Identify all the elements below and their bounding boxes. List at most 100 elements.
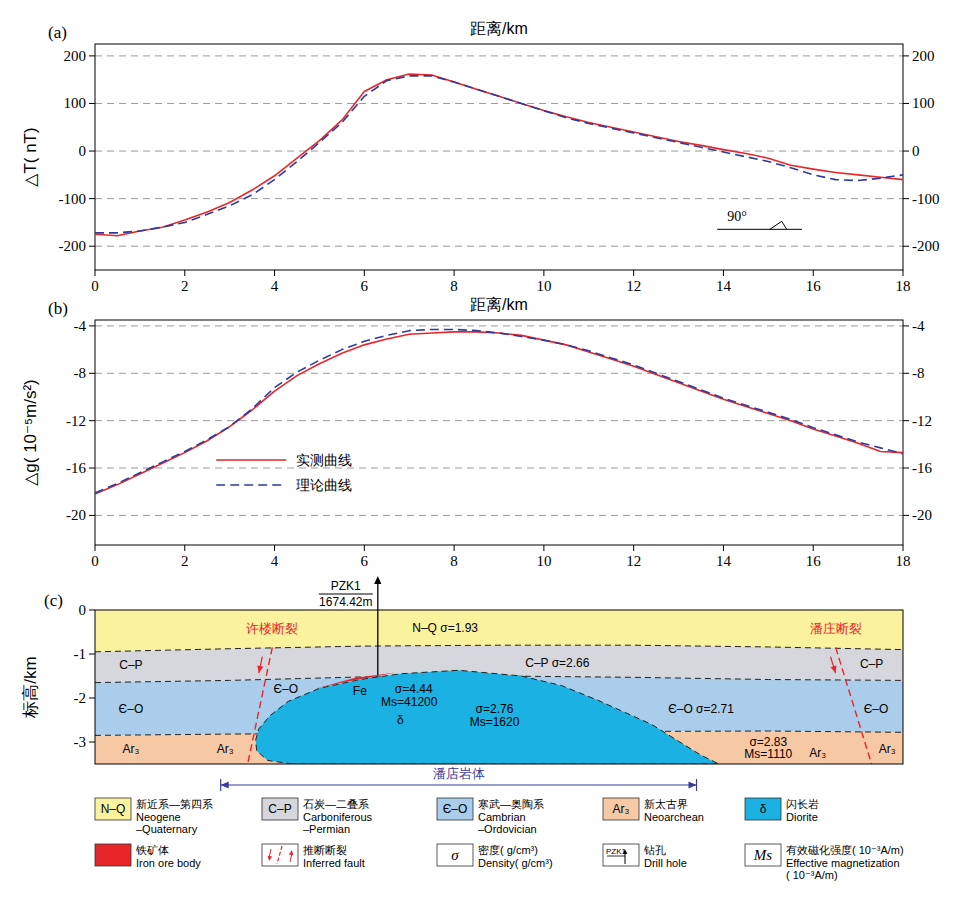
y-tick-label: 100 bbox=[912, 95, 935, 111]
grid-line bbox=[95, 198, 903, 199]
y-tick-label: -1 bbox=[74, 646, 87, 662]
key: N–Q新近系—第四系Neogene–QuaternaryC–P石炭—二叠系Car… bbox=[95, 798, 904, 881]
x-tick bbox=[364, 270, 365, 276]
y-axis-title: △g( 10⁻⁵m/s²) bbox=[21, 379, 40, 486]
fault-arrow bbox=[831, 657, 836, 673]
key-fault-arrow-head bbox=[289, 850, 293, 855]
key-symbol-text: C–P bbox=[268, 802, 291, 816]
key-label-en: Neogene bbox=[136, 811, 181, 823]
x-tick-label: 6 bbox=[361, 553, 369, 569]
legend-swatch bbox=[216, 459, 286, 461]
y-tick bbox=[89, 373, 95, 374]
series-group bbox=[95, 329, 903, 494]
y-tick-label: 200 bbox=[912, 48, 935, 64]
series-line bbox=[95, 329, 903, 492]
fault-line bbox=[248, 647, 273, 764]
y-tick bbox=[89, 654, 95, 655]
x-tick-label: 10 bbox=[536, 278, 551, 294]
key-label-en: ( 10⁻³A/m) bbox=[786, 869, 838, 881]
y-tick-label: -16 bbox=[912, 460, 932, 476]
x-tick-label: 2 bbox=[181, 278, 189, 294]
annotation-symbol bbox=[770, 221, 787, 229]
fault-label: 潘庄断裂 bbox=[810, 621, 862, 636]
x-tick bbox=[723, 545, 724, 551]
section-label: Ar₃ bbox=[217, 742, 234, 756]
x-tick bbox=[813, 270, 814, 276]
key-symbol-text: σ bbox=[451, 847, 459, 863]
x-tick-label: 16 bbox=[806, 278, 822, 294]
drill-name: PZK1 bbox=[331, 579, 361, 593]
key-symbol bbox=[745, 844, 781, 866]
panel-letter: (c) bbox=[44, 591, 63, 610]
grid-line bbox=[95, 246, 903, 247]
legend-swatch bbox=[216, 484, 286, 486]
section-label: Ms=1620 bbox=[470, 715, 520, 729]
x-tick bbox=[454, 270, 455, 276]
key-label-en: Cambrian bbox=[478, 811, 526, 823]
y-tick bbox=[903, 246, 909, 247]
key-symbol bbox=[95, 798, 131, 820]
grid-line bbox=[95, 468, 903, 469]
y-axis-title: △T( nT) bbox=[21, 127, 40, 186]
section-label: Є–O bbox=[273, 682, 298, 696]
key-label-en: Inferred fault bbox=[303, 857, 365, 869]
section-label: Є–O σ=2.71 bbox=[668, 702, 734, 716]
key-label-en: Diorite bbox=[786, 811, 818, 823]
section-label: Є–O bbox=[864, 702, 889, 716]
key-label-zh: 闪长岩 bbox=[786, 798, 819, 810]
y-tick bbox=[89, 55, 95, 56]
x-tick-label: 18 bbox=[896, 278, 911, 294]
y-tick bbox=[89, 420, 95, 421]
y-tick bbox=[89, 103, 95, 104]
key-item: Є–O寒武—奥陶系Cambrian–Ordovician bbox=[437, 798, 544, 835]
key-symbol-text: Ar₃ bbox=[613, 802, 630, 816]
pluton-extent bbox=[221, 784, 697, 785]
x-tick bbox=[543, 270, 544, 276]
x-tick-label: 8 bbox=[450, 278, 458, 294]
key-label-zh: 钻孔 bbox=[643, 844, 666, 856]
grid-line bbox=[95, 515, 903, 516]
y-tick-label: -12 bbox=[66, 413, 86, 429]
drill-arrow bbox=[374, 576, 381, 584]
y-tick bbox=[89, 515, 95, 516]
x-tick bbox=[95, 545, 96, 551]
x-tick bbox=[633, 545, 634, 551]
key-symbol bbox=[262, 798, 298, 820]
y-tick-label: -16 bbox=[66, 460, 86, 476]
series-line bbox=[95, 76, 903, 233]
pluton-arrow bbox=[221, 781, 229, 788]
y-tick bbox=[89, 198, 95, 199]
section-label: δ bbox=[397, 713, 404, 727]
y-tick-label: 0 bbox=[79, 143, 87, 159]
key-label-en: Neoarchean bbox=[644, 811, 704, 823]
y-tick-label: -200 bbox=[912, 238, 940, 254]
section-label: Ar₃ bbox=[122, 742, 139, 756]
y-tick bbox=[89, 610, 95, 611]
y-tick-label: -2 bbox=[74, 690, 87, 706]
y-tick-label: -100 bbox=[59, 191, 87, 207]
x-tick bbox=[274, 270, 275, 276]
x-tick bbox=[723, 270, 724, 276]
key-label-en: –Permian bbox=[303, 823, 350, 835]
grid-line bbox=[95, 373, 903, 374]
figure: -200-200-100-100001001002002000246810121… bbox=[0, 0, 960, 903]
y-tick-label: 0 bbox=[912, 143, 920, 159]
y-tick-label: -100 bbox=[912, 191, 940, 207]
key-item: 铁矿体Iron ore body bbox=[95, 844, 201, 869]
key-item: Ar₃新太古界Neoarchean bbox=[603, 798, 704, 823]
key-label-zh: 推断断裂 bbox=[303, 844, 347, 856]
section-panel: 许楼断裂潘庄断裂0-1-2-3标高/km(c)N–Q σ=1.93C–PC–P … bbox=[21, 576, 904, 791]
drill-hole bbox=[377, 582, 378, 675]
y-tick-label: -8 bbox=[912, 365, 925, 381]
x-tick bbox=[813, 545, 814, 551]
x-tick-label: 4 bbox=[271, 553, 279, 569]
key-item: δ闪长岩Diorite bbox=[745, 798, 819, 823]
key-item: 推断断裂Inferred fault bbox=[262, 844, 365, 869]
key-label-en: Drill hole bbox=[644, 857, 687, 869]
section-label: σ=4.44 bbox=[395, 682, 433, 696]
y-tick bbox=[903, 468, 909, 469]
pluton-label: 潘店岩体 bbox=[433, 766, 485, 781]
x-tick bbox=[454, 545, 455, 551]
grid-line bbox=[95, 55, 903, 56]
y-tick bbox=[89, 246, 95, 247]
